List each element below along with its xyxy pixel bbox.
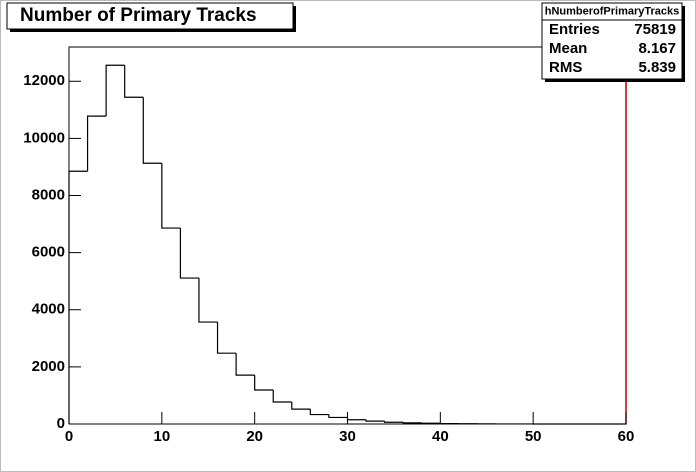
bar — [142, 97, 162, 164]
bar — [86, 115, 107, 172]
stats-label: Mean — [549, 40, 587, 57]
bar — [346, 417, 367, 421]
y-tick-label: 2000 — [32, 358, 65, 375]
x-tick-label: 10 — [153, 428, 170, 445]
x-tick-label: 30 — [339, 428, 356, 445]
bar — [216, 322, 237, 354]
bar — [328, 414, 348, 419]
bar — [272, 390, 292, 403]
y-tick-label: 10000 — [23, 129, 65, 146]
bar — [105, 64, 125, 117]
y-tick-label: 8000 — [32, 186, 65, 203]
bar — [254, 375, 274, 391]
bar — [291, 402, 311, 410]
y-tick-label: 6000 — [32, 244, 65, 261]
stats-label: RMS — [549, 59, 582, 76]
stats-value: 5.839 — [638, 59, 676, 76]
title-box — [6, 2, 294, 30]
x-tick-label: 50 — [525, 428, 542, 445]
y-tick-label: 4000 — [32, 301, 65, 318]
x-tick-label: 0 — [65, 428, 73, 445]
stats-box — [541, 2, 683, 80]
bar — [179, 228, 199, 279]
bar — [384, 421, 404, 423]
chart-title: Number of Primary Tracks — [20, 5, 257, 26]
bar — [68, 170, 88, 424]
y-tick-label: 12000 — [23, 72, 65, 89]
y-tick-label: 0 — [57, 415, 65, 432]
stats-title: hNumberofPrimaryTracks — [545, 5, 680, 17]
x-tick-label: 40 — [432, 428, 449, 445]
bar — [235, 353, 255, 376]
stats-value: 8.167 — [638, 40, 676, 57]
bar — [365, 419, 385, 422]
stats-label: Entries — [549, 21, 600, 38]
x-tick-label: 20 — [246, 428, 263, 445]
bar — [309, 409, 329, 416]
plot-frame — [68, 46, 627, 425]
bar — [124, 65, 144, 98]
bar — [402, 422, 422, 424]
stats-value: 75819 — [634, 21, 676, 38]
bar — [198, 278, 218, 323]
stats-rows: Entries 75819 Mean 8.167 RMS 5.839 — [549, 21, 676, 76]
x-tick-label: 60 — [618, 428, 635, 445]
bar — [161, 163, 181, 229]
